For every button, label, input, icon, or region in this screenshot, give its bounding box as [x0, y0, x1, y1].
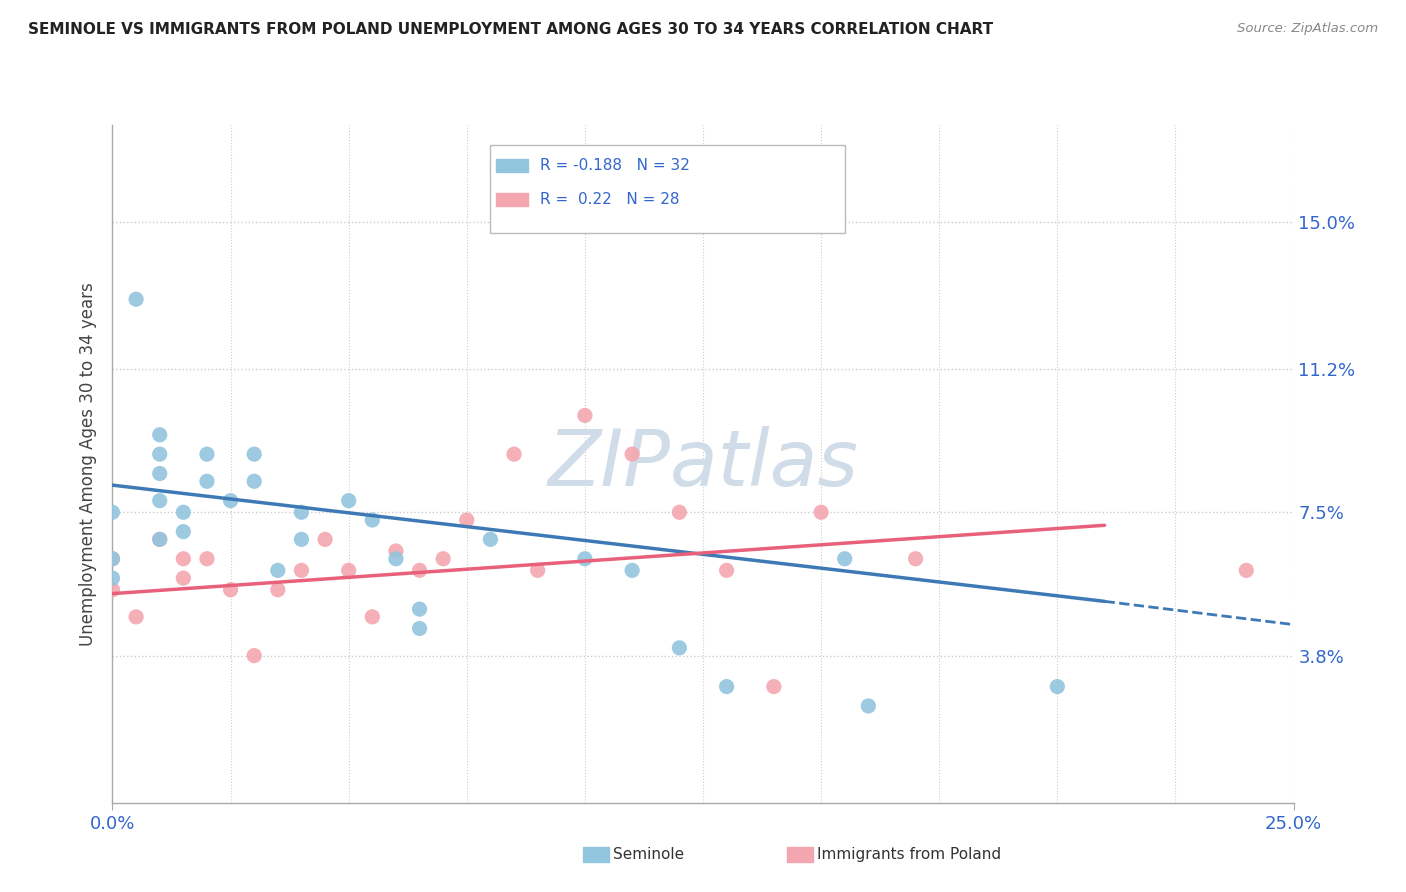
Point: [101, 505, 124, 519]
Point: [219, 582, 242, 597]
Point: [762, 680, 785, 694]
Point: [195, 447, 218, 461]
Point: [432, 551, 454, 566]
Bar: [496, 160, 529, 171]
Point: [195, 475, 218, 489]
Point: [125, 292, 148, 306]
Point: [834, 551, 856, 566]
Point: [195, 551, 218, 566]
Point: [149, 467, 172, 481]
Point: [149, 427, 172, 442]
Point: [858, 698, 880, 713]
Point: [172, 551, 194, 566]
Point: [408, 622, 430, 636]
Text: Source: ZipAtlas.com: Source: ZipAtlas.com: [1237, 22, 1378, 36]
Point: [385, 544, 408, 558]
Point: [243, 447, 266, 461]
Point: [361, 513, 384, 527]
Text: Immigrants from Poland: Immigrants from Poland: [817, 847, 1001, 862]
Point: [716, 563, 738, 577]
Point: [408, 602, 430, 616]
Point: [1234, 563, 1257, 577]
Point: [149, 533, 172, 547]
Text: R =  0.22   N = 28: R = 0.22 N = 28: [540, 192, 679, 207]
Text: R = -0.188   N = 32: R = -0.188 N = 32: [540, 158, 690, 173]
Point: [243, 475, 266, 489]
Text: SEMINOLE VS IMMIGRANTS FROM POLAND UNEMPLOYMENT AMONG AGES 30 TO 34 YEARS CORREL: SEMINOLE VS IMMIGRANTS FROM POLAND UNEMP…: [28, 22, 993, 37]
Point: [361, 610, 384, 624]
Point: [621, 563, 644, 577]
Point: [668, 640, 690, 655]
Point: [456, 513, 478, 527]
Text: ZIPatlas: ZIPatlas: [547, 425, 859, 502]
Point: [149, 447, 172, 461]
Point: [479, 533, 502, 547]
Point: [101, 571, 124, 585]
Point: [290, 505, 312, 519]
Point: [574, 551, 596, 566]
Point: [101, 551, 124, 566]
FancyBboxPatch shape: [491, 145, 845, 234]
Point: [810, 505, 832, 519]
Point: [337, 563, 360, 577]
Point: [668, 505, 690, 519]
Point: [290, 563, 312, 577]
Point: [101, 582, 124, 597]
Point: [290, 533, 312, 547]
Point: [149, 493, 172, 508]
Point: [172, 524, 194, 539]
Point: [716, 680, 738, 694]
Point: [503, 447, 526, 461]
Point: [337, 493, 360, 508]
Point: [408, 563, 430, 577]
Point: [219, 493, 242, 508]
Point: [526, 563, 548, 577]
Point: [101, 551, 124, 566]
Text: Seminole: Seminole: [613, 847, 685, 862]
Point: [1046, 680, 1069, 694]
Point: [243, 648, 266, 663]
Point: [125, 610, 148, 624]
Point: [385, 551, 408, 566]
Bar: [496, 194, 529, 205]
Point: [149, 533, 172, 547]
Point: [267, 563, 290, 577]
Point: [621, 447, 644, 461]
Point: [574, 409, 596, 423]
Point: [172, 571, 194, 585]
Point: [172, 505, 194, 519]
Point: [314, 533, 336, 547]
Point: [904, 551, 927, 566]
Point: [267, 582, 290, 597]
Y-axis label: Unemployment Among Ages 30 to 34 years: Unemployment Among Ages 30 to 34 years: [79, 282, 97, 646]
